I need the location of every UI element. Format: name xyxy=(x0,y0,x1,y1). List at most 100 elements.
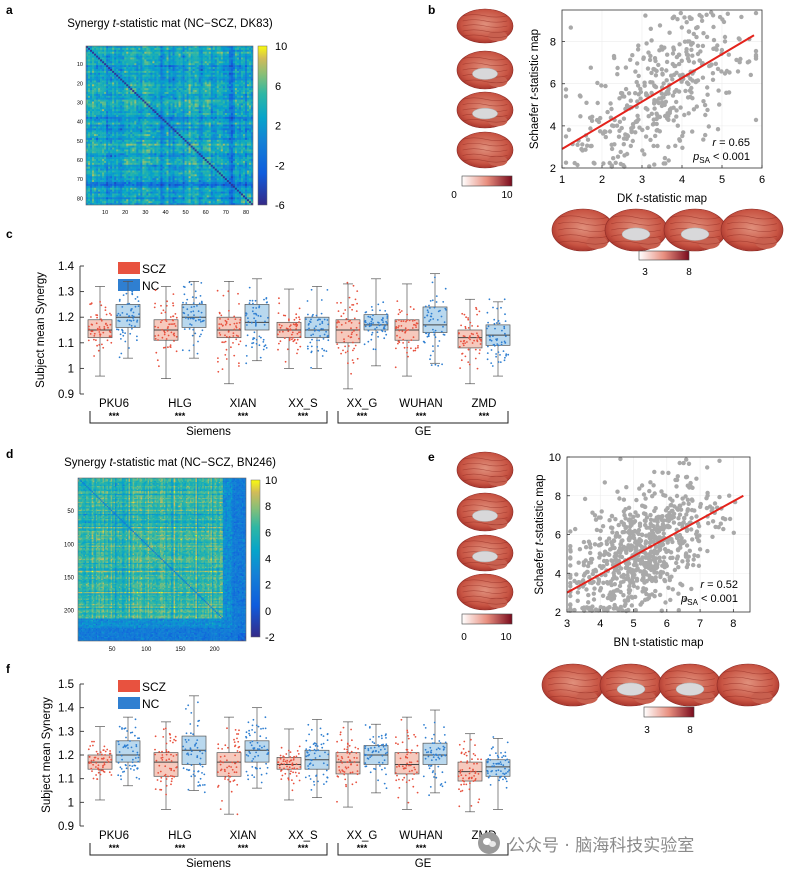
matrix-a-cell xyxy=(114,72,117,76)
matrix-a-cell xyxy=(210,116,214,120)
matrix-a-cell xyxy=(160,201,163,204)
matrix-a-cell xyxy=(244,118,248,122)
matrix-a-cell xyxy=(198,105,201,108)
matrix-a-cell xyxy=(162,183,165,187)
matrix-a-cell xyxy=(188,47,191,51)
matrix-a-cell xyxy=(108,182,111,185)
matrix-a-cell xyxy=(166,113,169,116)
matrix-a-cell xyxy=(222,57,226,60)
matrix-a-cell xyxy=(90,46,93,49)
matrix-a-cell xyxy=(120,63,123,66)
matrix-a-cell xyxy=(88,113,91,116)
matrix-a-cell xyxy=(204,103,208,106)
matrix-a-cell xyxy=(168,82,171,85)
matrix-a-cell xyxy=(150,116,153,120)
matrix-a-cell xyxy=(202,82,206,85)
matrix-a-cell xyxy=(152,97,155,100)
matrix-a-cell xyxy=(136,49,139,53)
matrix-a-cell xyxy=(102,105,105,108)
matrix-a-cell xyxy=(144,157,147,160)
matrix-a-cell xyxy=(132,195,135,198)
matrix-a-cell xyxy=(114,91,117,95)
matrix-a-cell xyxy=(98,159,101,162)
matrix-a-cell xyxy=(162,132,165,135)
matrix-a-cell xyxy=(248,86,252,89)
matrix-a-cell xyxy=(146,124,149,127)
matrix-a-cell xyxy=(158,199,161,202)
matrix-a-cell xyxy=(204,78,208,81)
matrix-a-cell xyxy=(152,174,155,177)
heatmap-matrix-a xyxy=(86,46,253,205)
matrix-a-cell xyxy=(238,107,242,110)
matrix-a-cell xyxy=(126,130,129,133)
matrix-a-cell xyxy=(250,97,253,100)
matrix-a-cell xyxy=(210,103,214,106)
matrix-a-cell xyxy=(132,182,135,185)
matrix-a-cell xyxy=(224,84,228,87)
matrix-a-cell xyxy=(140,160,143,164)
matrix-a-cell xyxy=(122,120,125,123)
matrix-a-cell xyxy=(132,63,135,66)
matrix-a-cell xyxy=(120,61,123,64)
matrix-a-cell xyxy=(190,88,193,91)
matrix-a-cell xyxy=(122,47,125,51)
matrix-a-cell xyxy=(166,114,169,118)
matrix-a-cell xyxy=(146,84,149,87)
matrix-a-cell xyxy=(100,195,103,198)
matrix-a-cell xyxy=(140,91,143,95)
matrix-a-cell xyxy=(228,70,232,74)
matrix-a-cell xyxy=(168,101,171,104)
matrix-a-cell xyxy=(172,67,175,70)
matrix-a-cell xyxy=(228,49,232,53)
matrix-a-cell xyxy=(88,145,91,148)
matrix-a-cell xyxy=(158,195,161,198)
matrix-a-cell xyxy=(148,59,151,62)
matrix-a-cell xyxy=(132,68,135,72)
matrix-a-cell xyxy=(230,116,234,120)
matrix-a-cell xyxy=(112,155,115,158)
matrix-a-cell xyxy=(210,93,214,97)
matrix-a-cell xyxy=(240,107,244,110)
matrix-a-cell xyxy=(132,180,135,183)
matrix-a-cell xyxy=(96,185,99,189)
matrix-a-cell xyxy=(114,147,117,150)
matrix-a-cell xyxy=(228,55,232,58)
matrix-a-cell xyxy=(146,157,149,160)
matrix-a-cell xyxy=(112,95,115,99)
matrix-a-cell xyxy=(152,134,155,137)
matrix-a-cell xyxy=(164,118,167,122)
matrix-a-cell xyxy=(96,91,99,95)
matrix-a-cell xyxy=(102,197,105,200)
matrix-a-cell xyxy=(166,59,169,62)
matrix-a-cell xyxy=(154,137,157,141)
matrix-a-cell xyxy=(186,68,189,72)
matrix-a-cell xyxy=(136,116,139,120)
matrix-a-cell xyxy=(142,109,145,112)
matrix-a-cell xyxy=(104,59,107,62)
matrix-a-cell xyxy=(158,93,161,97)
matrix-a-cell xyxy=(236,118,240,122)
matrix-a-cell xyxy=(142,145,145,148)
matrix-a-cell xyxy=(148,182,151,185)
matrix-a-cell xyxy=(96,130,99,133)
matrix-a-cell xyxy=(96,116,99,120)
matrix-a-cell xyxy=(102,147,105,150)
matrix-a-cell xyxy=(222,51,226,54)
matrix-a-cell xyxy=(246,78,250,81)
matrix-a-cell xyxy=(156,113,159,116)
matrix-a-cell xyxy=(124,189,127,192)
matrix-a-cell xyxy=(116,149,119,152)
matrix-a-cell xyxy=(168,55,171,58)
matrix-a-cell xyxy=(236,114,240,118)
matrix-a-cell xyxy=(220,107,224,110)
matrix-a-cell xyxy=(134,70,137,74)
matrix-a-cell xyxy=(156,132,159,135)
matrix-a-cell xyxy=(116,70,119,74)
matrix-a-cell xyxy=(152,153,155,156)
matrix-a-cell xyxy=(148,174,151,177)
matrix-a-cell xyxy=(248,101,252,104)
matrix-a-cell xyxy=(86,93,89,97)
matrix-a-cell xyxy=(118,180,121,183)
matrix-a-cell xyxy=(114,145,117,148)
matrix-a-cell xyxy=(162,191,165,194)
